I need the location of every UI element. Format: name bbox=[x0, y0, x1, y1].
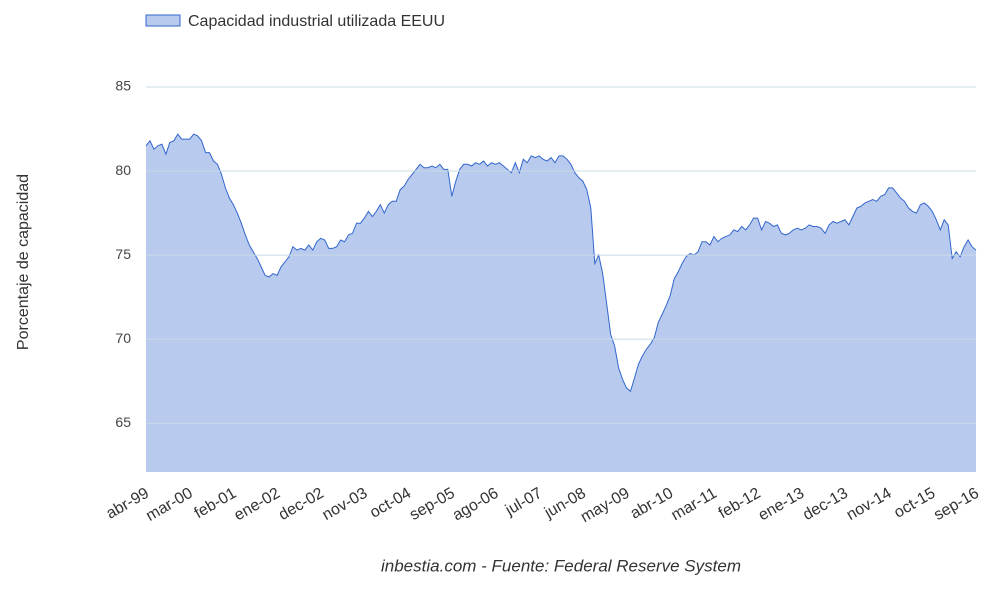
x-tick-label: ago-06 bbox=[450, 485, 502, 525]
x-tick-label: nov-03 bbox=[320, 485, 371, 524]
y-tick-label: 65 bbox=[115, 414, 131, 430]
x-tick-label: feb-01 bbox=[192, 485, 240, 522]
legend-swatch bbox=[145, 14, 181, 27]
x-tick-label: oct-04 bbox=[367, 485, 414, 522]
x-tick-label: abr-99 bbox=[103, 485, 152, 523]
x-tick-label: mar-11 bbox=[669, 485, 720, 525]
x-tick-label: abr-10 bbox=[628, 485, 677, 523]
area bbox=[146, 134, 976, 472]
x-tick-label: ene-02 bbox=[231, 485, 283, 525]
x-tick-label: jul-07 bbox=[502, 485, 545, 520]
y-tick-label: 80 bbox=[115, 162, 131, 178]
y-tick-label: 75 bbox=[115, 246, 131, 262]
x-tick-label: may-09 bbox=[578, 485, 633, 526]
x-tick-label: dec-13 bbox=[800, 485, 851, 524]
x-tick-label: oct-15 bbox=[891, 485, 938, 522]
x-tick-label: feb-12 bbox=[716, 485, 764, 522]
x-tick-label: dec-02 bbox=[276, 485, 327, 524]
y-tick-label: 85 bbox=[115, 78, 131, 94]
x-tick-label: mar-00 bbox=[143, 485, 195, 525]
legend-label: Capacidad industrial utilizada EEUU bbox=[188, 13, 445, 30]
x-tick-label: sep-05 bbox=[407, 485, 458, 524]
source-note: inbestia.com - Fuente: Federal Reserve S… bbox=[381, 556, 741, 575]
y-tick-label: 70 bbox=[115, 330, 131, 346]
x-tick-label: nov-14 bbox=[844, 485, 895, 524]
x-tick-label: sep-16 bbox=[931, 485, 982, 524]
y-axis-label: Porcentaje de capacidad bbox=[15, 174, 32, 350]
x-tick-label: ene-13 bbox=[756, 485, 808, 525]
line bbox=[145, 133, 977, 393]
